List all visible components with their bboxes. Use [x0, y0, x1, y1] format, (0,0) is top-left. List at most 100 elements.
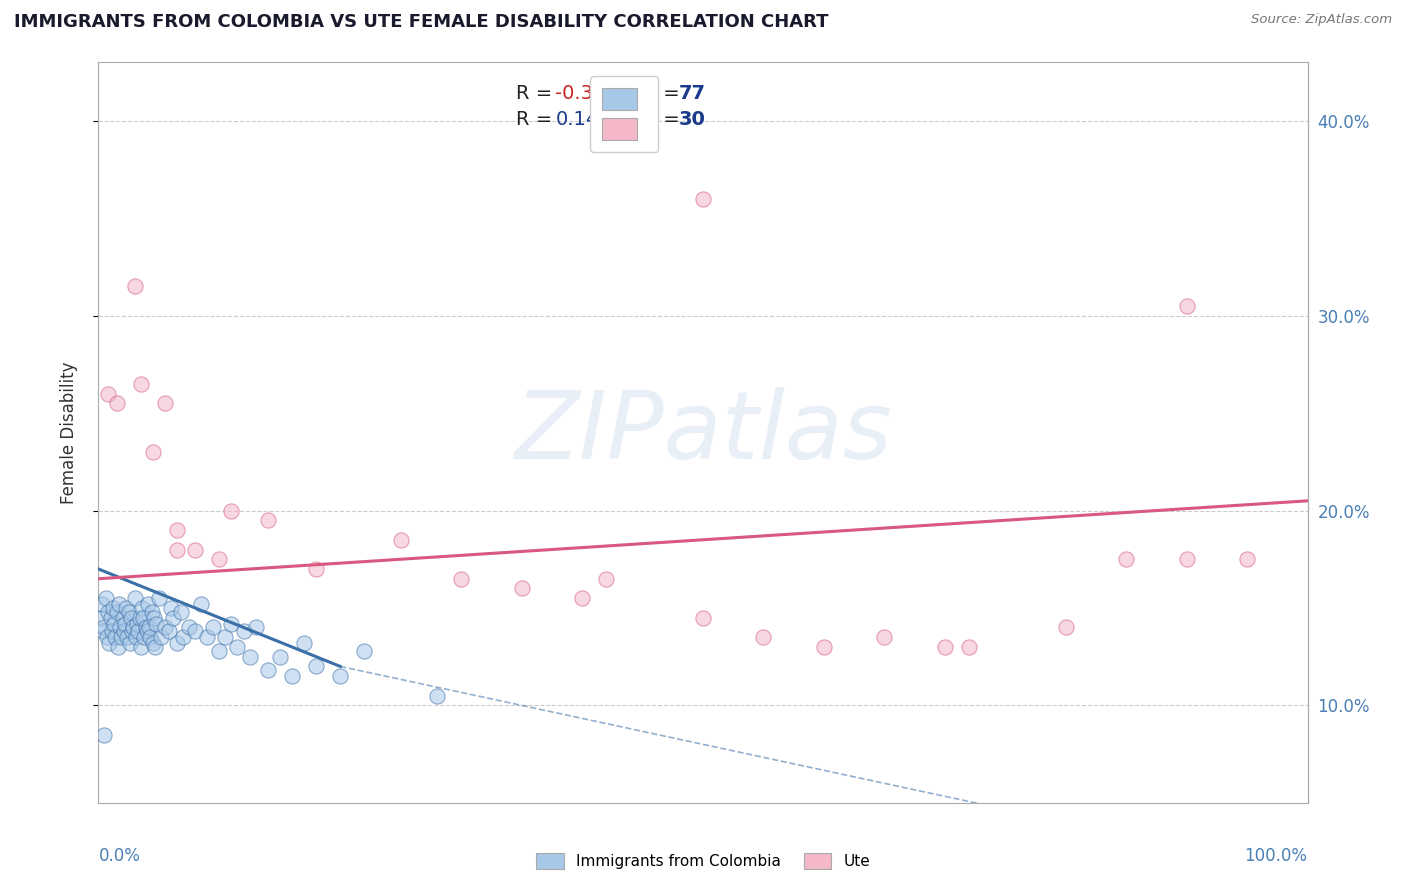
Text: 77: 77 — [679, 84, 706, 103]
Point — [226, 640, 249, 654]
Point — [1175, 552, 1198, 566]
Point — [100, 610, 122, 624]
Point — [239, 649, 262, 664]
Point — [179, 620, 201, 634]
Point — [143, 640, 166, 654]
Point — [93, 728, 115, 742]
Point — [97, 386, 120, 401]
Point — [813, 640, 835, 654]
Point — [184, 542, 207, 557]
Point — [131, 601, 153, 615]
Point — [135, 624, 157, 639]
Point — [245, 620, 267, 634]
Point — [108, 597, 131, 611]
Point — [692, 610, 714, 624]
Text: N =: N = — [630, 110, 686, 129]
Point — [135, 620, 157, 634]
Point — [121, 624, 143, 639]
Point — [127, 624, 149, 639]
Point — [105, 396, 128, 410]
Point — [305, 562, 328, 576]
Point — [118, 636, 141, 650]
Point — [111, 610, 134, 624]
Point — [120, 610, 142, 624]
Point — [595, 572, 617, 586]
Legend: , : , — [591, 76, 658, 152]
Point — [208, 644, 231, 658]
Point — [162, 610, 184, 624]
Point — [98, 636, 121, 650]
Point — [1054, 620, 1077, 634]
Point — [190, 597, 212, 611]
Point — [91, 624, 114, 639]
Text: 0.0%: 0.0% — [98, 847, 141, 865]
Point — [873, 630, 896, 644]
Point — [101, 601, 124, 615]
Point — [122, 620, 145, 634]
Point — [157, 624, 180, 639]
Point — [138, 620, 160, 634]
Point — [934, 640, 956, 654]
Point — [329, 669, 352, 683]
Point — [142, 445, 165, 459]
Point — [129, 640, 152, 654]
Point — [1175, 299, 1198, 313]
Point — [1115, 552, 1137, 566]
Point — [281, 669, 304, 683]
Point — [269, 649, 291, 664]
Point — [195, 630, 218, 644]
Point — [132, 610, 155, 624]
Point — [105, 605, 128, 619]
Point — [153, 620, 176, 634]
Point — [91, 597, 114, 611]
Point — [139, 630, 162, 644]
Point — [160, 601, 183, 615]
Text: ZIPatlas: ZIPatlas — [515, 387, 891, 478]
Point — [292, 636, 315, 650]
Text: -0.328: -0.328 — [555, 84, 619, 103]
Point — [103, 616, 125, 631]
Legend: Immigrants from Colombia, Ute: Immigrants from Colombia, Ute — [530, 847, 876, 875]
Point — [202, 620, 225, 634]
Text: Source: ZipAtlas.com: Source: ZipAtlas.com — [1251, 13, 1392, 27]
Point — [129, 376, 152, 391]
Point — [153, 396, 176, 410]
Text: 100.0%: 100.0% — [1244, 847, 1308, 865]
Text: R =: R = — [516, 84, 558, 103]
Point — [124, 591, 146, 606]
Point — [96, 630, 118, 644]
Point — [148, 591, 170, 606]
Point — [1236, 552, 1258, 566]
Point — [208, 552, 231, 566]
Text: IMMIGRANTS FROM COLOMBIA VS UTE FEMALE DISABILITY CORRELATION CHART: IMMIGRANTS FROM COLOMBIA VS UTE FEMALE D… — [14, 13, 828, 31]
Point — [128, 610, 150, 624]
Point — [100, 624, 122, 639]
Point — [115, 601, 138, 615]
Point — [141, 605, 163, 619]
Point — [957, 640, 980, 654]
Point — [510, 582, 533, 596]
Point — [118, 605, 141, 619]
Point — [150, 630, 173, 644]
Point — [172, 630, 194, 644]
Point — [142, 636, 165, 650]
Point — [94, 591, 117, 606]
Text: 0.144: 0.144 — [555, 110, 612, 129]
Point — [97, 605, 120, 619]
Point — [110, 630, 132, 644]
Point — [143, 610, 166, 624]
Point — [450, 572, 472, 586]
Point — [169, 605, 191, 619]
Point — [166, 542, 188, 557]
Point — [389, 533, 412, 547]
Point — [221, 616, 243, 631]
Text: N =: N = — [630, 84, 686, 103]
Point — [136, 597, 159, 611]
Point — [256, 513, 278, 527]
Point — [571, 591, 593, 606]
Point — [232, 624, 254, 639]
Point — [134, 630, 156, 644]
Point — [127, 616, 149, 631]
Y-axis label: Female Disability: Female Disability — [59, 361, 77, 504]
Point — [124, 279, 146, 293]
